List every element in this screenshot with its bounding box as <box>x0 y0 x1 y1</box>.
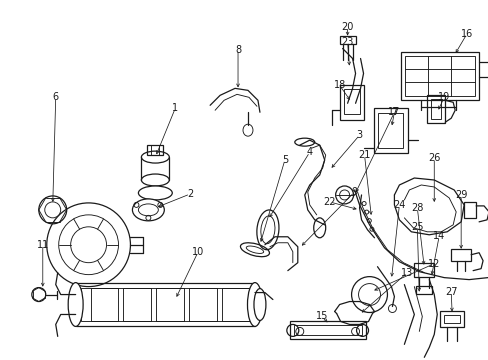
Text: 24: 24 <box>392 200 405 210</box>
Text: 1: 1 <box>172 103 178 113</box>
Text: 15: 15 <box>315 311 327 321</box>
Ellipse shape <box>253 289 265 320</box>
Ellipse shape <box>247 283 262 327</box>
Ellipse shape <box>141 151 169 163</box>
Bar <box>289 321 365 339</box>
Bar <box>378 113 403 148</box>
Ellipse shape <box>313 218 325 238</box>
Text: 8: 8 <box>234 45 241 54</box>
Text: 29: 29 <box>454 190 467 200</box>
Bar <box>415 285 431 293</box>
Text: 7: 7 <box>390 107 397 117</box>
Text: 12: 12 <box>427 259 440 269</box>
Text: 10: 10 <box>192 247 204 257</box>
Text: 28: 28 <box>410 203 423 213</box>
Bar <box>189 288 217 321</box>
Text: 4: 4 <box>306 147 312 157</box>
Text: 3: 3 <box>356 130 362 140</box>
Ellipse shape <box>132 199 164 221</box>
Text: 23: 23 <box>341 36 353 46</box>
Bar <box>427 95 444 123</box>
Text: 14: 14 <box>432 231 445 241</box>
Ellipse shape <box>138 204 158 216</box>
Bar <box>463 202 475 218</box>
Bar <box>156 288 184 321</box>
Ellipse shape <box>138 186 172 200</box>
Bar <box>81 288 249 321</box>
Ellipse shape <box>294 138 314 146</box>
Text: 18: 18 <box>333 80 345 90</box>
Text: 9: 9 <box>351 187 357 197</box>
Bar <box>439 311 463 328</box>
Bar <box>339 85 363 120</box>
Bar <box>430 99 440 119</box>
Bar <box>405 57 474 96</box>
Bar <box>450 249 470 261</box>
Text: 5: 5 <box>281 155 287 165</box>
Bar <box>147 145 163 155</box>
Bar <box>443 315 459 323</box>
Bar <box>222 288 249 321</box>
Text: 13: 13 <box>401 267 413 278</box>
Text: 20: 20 <box>341 22 353 32</box>
Bar <box>401 53 478 100</box>
Text: 6: 6 <box>53 92 59 102</box>
Text: 22: 22 <box>323 197 335 207</box>
Bar <box>413 263 433 276</box>
Text: 16: 16 <box>460 28 472 39</box>
Bar <box>339 36 355 44</box>
Text: 27: 27 <box>444 287 456 297</box>
Text: 21: 21 <box>358 150 370 160</box>
Text: 26: 26 <box>427 153 440 163</box>
Text: 2: 2 <box>187 189 193 199</box>
Bar <box>90 288 118 321</box>
Ellipse shape <box>141 174 169 186</box>
Text: 11: 11 <box>37 240 49 250</box>
Text: 25: 25 <box>410 222 423 232</box>
Bar <box>373 108 407 153</box>
Ellipse shape <box>68 283 83 327</box>
Text: 17: 17 <box>387 107 400 117</box>
Bar <box>123 288 151 321</box>
Text: 19: 19 <box>437 92 449 102</box>
Bar <box>76 283 254 327</box>
Bar <box>293 325 361 336</box>
Bar <box>343 89 359 114</box>
